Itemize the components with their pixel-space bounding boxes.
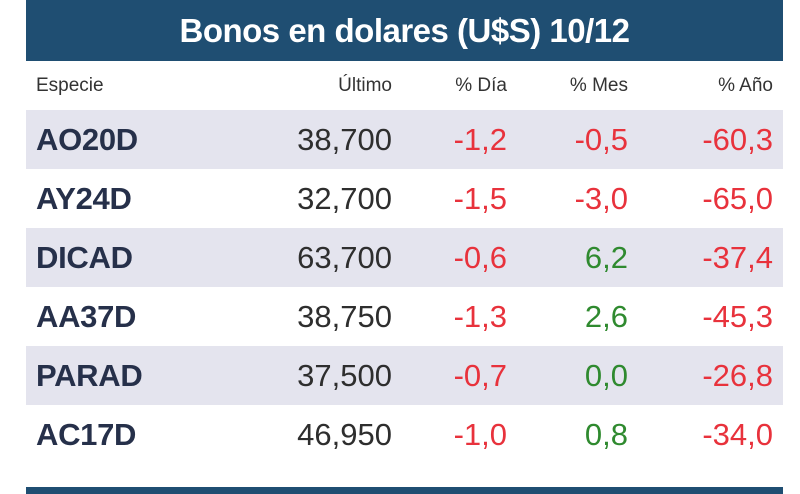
table-row: AO20D 38,700 -1,2 -0,5 -60,3	[26, 110, 783, 169]
cell-pct-mes: 2,6	[584, 299, 628, 334]
cell-ultimo: 46,950	[297, 417, 392, 452]
cell-pct-dia: -1,2	[453, 122, 507, 157]
cell-ultimo: 63,700	[297, 240, 392, 275]
header-pct-anio: % Año	[718, 75, 773, 96]
table-row: AY24D 32,700 -1,5 -3,0 -65,0	[26, 169, 783, 228]
cell-pct-mes: -0,5	[574, 122, 628, 157]
cell-pct-mes: -3,0	[574, 181, 628, 216]
bottom-divider	[26, 487, 783, 494]
table-row: PARAD 37,500 -0,7 0,0 -26,8	[26, 346, 783, 405]
table-row: AC17D 46,950 -1,0 0,8 -34,0	[26, 405, 783, 464]
table-row: DICAD 63,700 -0,6 6,2 -37,4	[26, 228, 783, 287]
header-ultimo: Último	[338, 75, 392, 96]
header-especie: Especie	[36, 75, 104, 96]
bonds-table-widget: Bonos en dolares (U$S) 10/12 Especie Últ…	[26, 0, 783, 494]
title-bar: Bonos en dolares (U$S) 10/12	[26, 0, 783, 61]
cell-pct-dia: -1,5	[453, 181, 507, 216]
column-header-row: Especie Último % Día % Mes % Año	[26, 61, 783, 110]
cell-pct-mes: 6,2	[584, 240, 628, 275]
cell-pct-anio: -65,0	[702, 181, 773, 216]
cell-especie: AC17D	[36, 417, 137, 452]
cell-pct-anio: -34,0	[702, 417, 773, 452]
cell-pct-dia: -0,7	[453, 358, 507, 393]
cell-pct-mes: 0,8	[584, 417, 628, 452]
cell-pct-anio: -26,8	[702, 358, 773, 393]
header-pct-dia: % Día	[455, 75, 507, 96]
cell-pct-dia: -0,6	[453, 240, 507, 275]
cell-especie: AA37D	[36, 299, 137, 334]
cell-especie: PARAD	[36, 358, 143, 393]
cell-ultimo: 38,700	[297, 122, 392, 157]
header-pct-mes: % Mes	[569, 75, 628, 96]
cell-pct-anio: -45,3	[702, 299, 773, 334]
cell-pct-mes: 0,0	[584, 358, 628, 393]
cell-pct-dia: -1,3	[453, 299, 507, 334]
cell-ultimo: 32,700	[297, 181, 392, 216]
cell-ultimo: 38,750	[297, 299, 392, 334]
table-title: Bonos en dolares (U$S) 10/12	[179, 11, 630, 49]
cell-pct-anio: -60,3	[702, 122, 773, 157]
cell-especie: DICAD	[36, 240, 133, 275]
cell-especie: AO20D	[36, 122, 138, 157]
table-row: AA37D 38,750 -1,3 2,6 -45,3	[26, 287, 783, 346]
cell-especie: AY24D	[36, 181, 132, 216]
table-body: AO20D 38,700 -1,2 -0,5 -60,3 AY24D 32,70…	[26, 110, 783, 464]
cell-ultimo: 37,500	[297, 358, 392, 393]
cell-pct-anio: -37,4	[702, 240, 773, 275]
cell-pct-dia: -1,0	[453, 417, 507, 452]
